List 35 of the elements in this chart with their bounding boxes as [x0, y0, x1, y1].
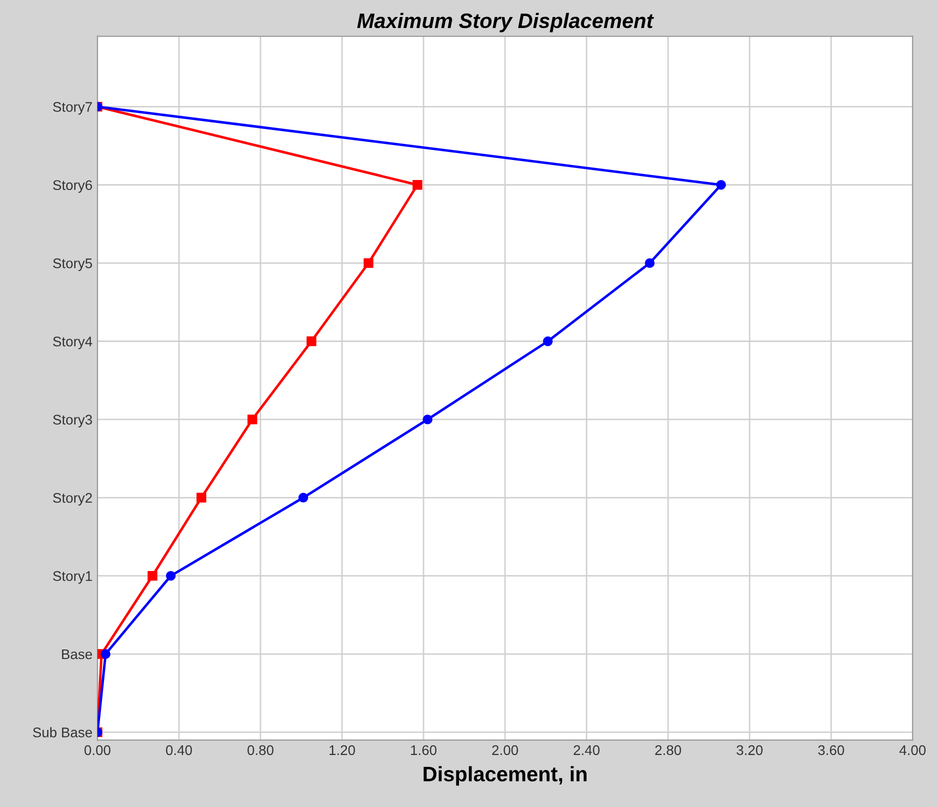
y-tick-label: Story7: [53, 102, 92, 115]
point: [100, 649, 110, 659]
x-tick-label: 1.20: [330, 745, 355, 756]
y-tick-label: Story6: [53, 180, 92, 193]
x-axis-title: Displacement, in: [424, 766, 587, 786]
x-tick-label: 1.60: [411, 745, 436, 756]
x-tick-label: 0.40: [166, 745, 192, 756]
chart-title: Maximum Story Displacement: [357, 12, 654, 32]
point: [422, 414, 432, 424]
y-tick-label: Story3: [53, 414, 92, 428]
point: [247, 414, 258, 424]
y-tick-label: Story4: [53, 336, 92, 350]
y-tick-label: Sub Base: [32, 727, 92, 738]
point: [716, 180, 726, 190]
y-tick-label: Story5: [53, 258, 92, 271]
x-tick-label: 2.40: [574, 745, 600, 756]
x-tick-label: 0.00: [84, 745, 110, 756]
y-tick-label: Story1: [53, 571, 92, 584]
x-tick-label: 3.20: [736, 745, 763, 756]
point: [196, 492, 206, 502]
y-tick-label: Base: [62, 649, 92, 660]
x-tick-label: 3.60: [818, 745, 844, 756]
point: [298, 492, 308, 502]
y-tick-label: Story2: [53, 492, 92, 506]
x-tick-label: 2.00: [492, 745, 518, 756]
point: [412, 180, 422, 190]
x-tick-label: 2.80: [655, 745, 682, 756]
point: [644, 258, 655, 268]
point: [542, 336, 553, 346]
x-tick-label: 0.80: [248, 745, 274, 756]
point: [364, 258, 374, 268]
point: [148, 570, 158, 581]
x-tick-label: 4.00: [899, 745, 926, 756]
point: [166, 570, 176, 581]
point: [306, 336, 316, 346]
